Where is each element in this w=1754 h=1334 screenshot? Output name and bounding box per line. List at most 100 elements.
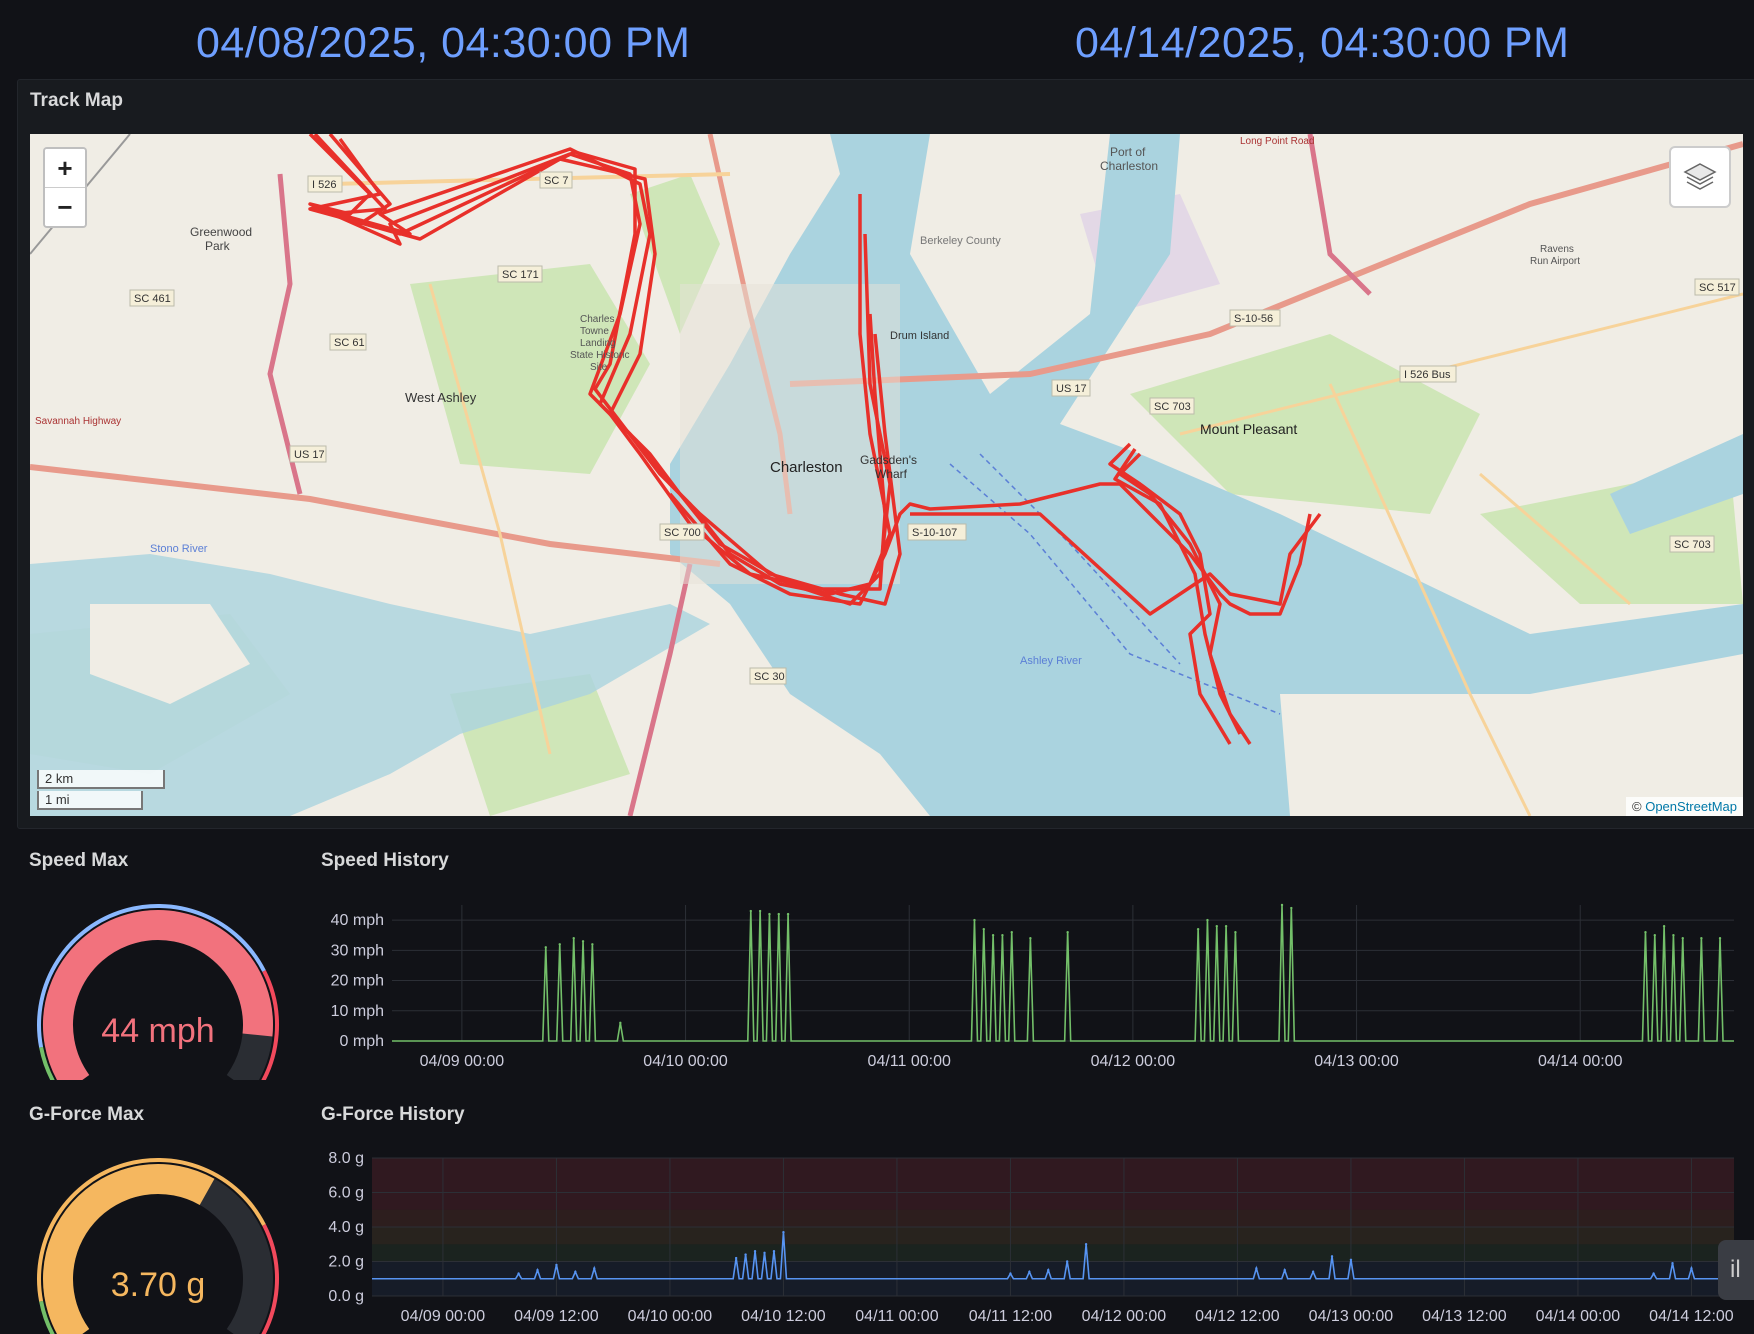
svg-text:SC 703: SC 703 xyxy=(1154,401,1191,413)
data-point xyxy=(1215,924,1218,928)
threshold-band-4 xyxy=(372,1158,1734,1210)
data-point xyxy=(991,934,995,937)
x-tick-label: 04/14 00:00 xyxy=(1536,1308,1621,1322)
speed-max-title: Speed Max xyxy=(29,850,129,871)
side-toggle-button[interactable]: il xyxy=(1718,1240,1754,1300)
data-point xyxy=(1009,1272,1012,1275)
zoom-in-button[interactable]: + xyxy=(45,149,85,187)
svg-text:SC 30: SC 30 xyxy=(754,671,785,683)
map-scale: 2 km 1 mi xyxy=(37,768,165,810)
data-point xyxy=(619,1021,622,1025)
data-point xyxy=(1700,937,1703,940)
svg-text:SC 7: SC 7 xyxy=(544,175,568,187)
data-point xyxy=(1671,1262,1674,1265)
data-point xyxy=(753,1249,757,1253)
map-base: Greenwood Park West Ashley Charleston Mo… xyxy=(30,134,1743,816)
threshold-band-3 xyxy=(372,1209,1734,1227)
x-tick-label: 04/13 12:00 xyxy=(1422,1308,1507,1322)
data-point xyxy=(1001,934,1004,937)
svg-text:Gadsden's: Gadsden's xyxy=(860,453,917,467)
time-range-to[interactable]: 04/14/2025, 04:30:00 PM xyxy=(1075,18,1570,67)
x-tick-label: 04/13 00:00 xyxy=(1309,1308,1394,1322)
openstreetmap-link[interactable]: OpenStreetMap xyxy=(1645,799,1737,814)
data-point xyxy=(782,1230,785,1234)
data-point xyxy=(1066,931,1069,934)
y-tick-label: 6.0 g xyxy=(328,1185,364,1202)
data-point xyxy=(581,940,585,943)
data-point xyxy=(574,1270,577,1274)
svg-text:I 526: I 526 xyxy=(312,179,336,191)
series-line xyxy=(392,904,1734,1042)
svg-text:Ashley River: Ashley River xyxy=(1020,655,1082,667)
svg-text:SC 61: SC 61 xyxy=(334,337,365,349)
data-point xyxy=(1349,1258,1353,1261)
data-point xyxy=(1010,931,1013,934)
data-point xyxy=(593,1267,596,1270)
data-point xyxy=(1672,934,1675,937)
speed-max-gauge xyxy=(37,904,279,1080)
speed-history-chart: 40 mph 30 mph 20 mph 10 mph 0 mph 04/09 00:00… xyxy=(331,903,1734,1070)
data-point xyxy=(744,1253,747,1256)
x-tick-label: 04/10 12:00 xyxy=(741,1308,826,1322)
svg-text:Charleston: Charleston xyxy=(1100,159,1158,173)
data-point xyxy=(1206,918,1209,922)
map-attribution: © OpenStreetMap xyxy=(1626,797,1743,816)
map-label-mount-pleasant: Mount Pleasant xyxy=(1200,421,1297,437)
x-tick-label: 04/11 00:00 xyxy=(868,1053,951,1070)
y-tick-label: 0.0 g xyxy=(328,1288,364,1305)
svg-text:SC 171: SC 171 xyxy=(502,269,539,281)
data-point xyxy=(1196,927,1200,931)
x-tick-label: 04/09 00:00 xyxy=(420,1053,505,1070)
data-point xyxy=(1234,931,1237,934)
scale-km: 2 km xyxy=(37,770,165,789)
svg-text:Run Airport: Run Airport xyxy=(1530,256,1580,267)
zoom-controls: + − xyxy=(43,147,87,228)
map-canvas[interactable]: Greenwood Park West Ashley Charleston Mo… xyxy=(30,134,1743,816)
data-point xyxy=(1653,934,1656,937)
svg-text:S-10-107: S-10-107 xyxy=(912,527,957,539)
x-tick-label: 04/11 00:00 xyxy=(855,1308,938,1322)
data-point xyxy=(555,1263,558,1267)
data-point xyxy=(749,909,752,913)
svg-text:Ravens: Ravens xyxy=(1540,244,1574,255)
gforce-max-gauge xyxy=(37,1158,279,1334)
svg-text:SC 461: SC 461 xyxy=(134,293,171,305)
panel-title: Track Map xyxy=(30,90,123,111)
x-tick-label: 04/12 00:00 xyxy=(1082,1308,1167,1322)
gforce-max-title: G-Force Max xyxy=(29,1104,145,1125)
svg-text:SC 517: SC 517 xyxy=(1699,282,1736,294)
data-point xyxy=(1065,1260,1069,1263)
data-point xyxy=(1718,937,1722,940)
x-tick-label: 04/10 00:00 xyxy=(643,1053,728,1070)
data-point xyxy=(768,912,771,916)
time-range-from[interactable]: 04/08/2025, 04:30:00 PM xyxy=(196,18,691,67)
data-point xyxy=(558,943,561,946)
data-point xyxy=(1644,931,1647,934)
layers-button[interactable] xyxy=(1669,146,1731,208)
threshold-band-1 xyxy=(372,1244,1734,1262)
y-tick-label: 20 mph xyxy=(331,973,384,990)
zoom-out-button[interactable]: − xyxy=(45,187,85,226)
speed-max-value: 44 mph xyxy=(101,1012,215,1050)
svg-text:Berkeley County: Berkeley County xyxy=(920,235,1001,247)
svg-text:I 526 Bus: I 526 Bus xyxy=(1404,369,1451,381)
svg-text:US 17: US 17 xyxy=(1056,383,1087,395)
svg-text:Charles: Charles xyxy=(580,314,614,325)
gforce-history-title: G-Force History xyxy=(321,1104,465,1125)
svg-text:State Historic: State Historic xyxy=(570,350,629,361)
threshold-band-2 xyxy=(372,1227,1734,1245)
y-tick-label: 30 mph xyxy=(331,942,384,959)
data-point xyxy=(763,1251,766,1255)
speed-history-title: Speed History xyxy=(321,850,449,871)
x-tick-label: 04/12 00:00 xyxy=(1091,1053,1176,1070)
y-tick-label: 0 mph xyxy=(340,1033,384,1050)
svg-text:US 17: US 17 xyxy=(294,449,325,461)
data-point xyxy=(772,1249,776,1253)
map-label-west-ashley: West Ashley xyxy=(405,390,477,405)
data-point xyxy=(786,912,790,916)
gforce-max-value: 3.70 g xyxy=(110,1266,206,1304)
map-label-charleston: Charleston xyxy=(770,459,843,476)
x-tick-label: 04/11 12:00 xyxy=(969,1308,1052,1322)
data-point xyxy=(1028,1270,1031,1274)
data-point xyxy=(1280,903,1284,907)
